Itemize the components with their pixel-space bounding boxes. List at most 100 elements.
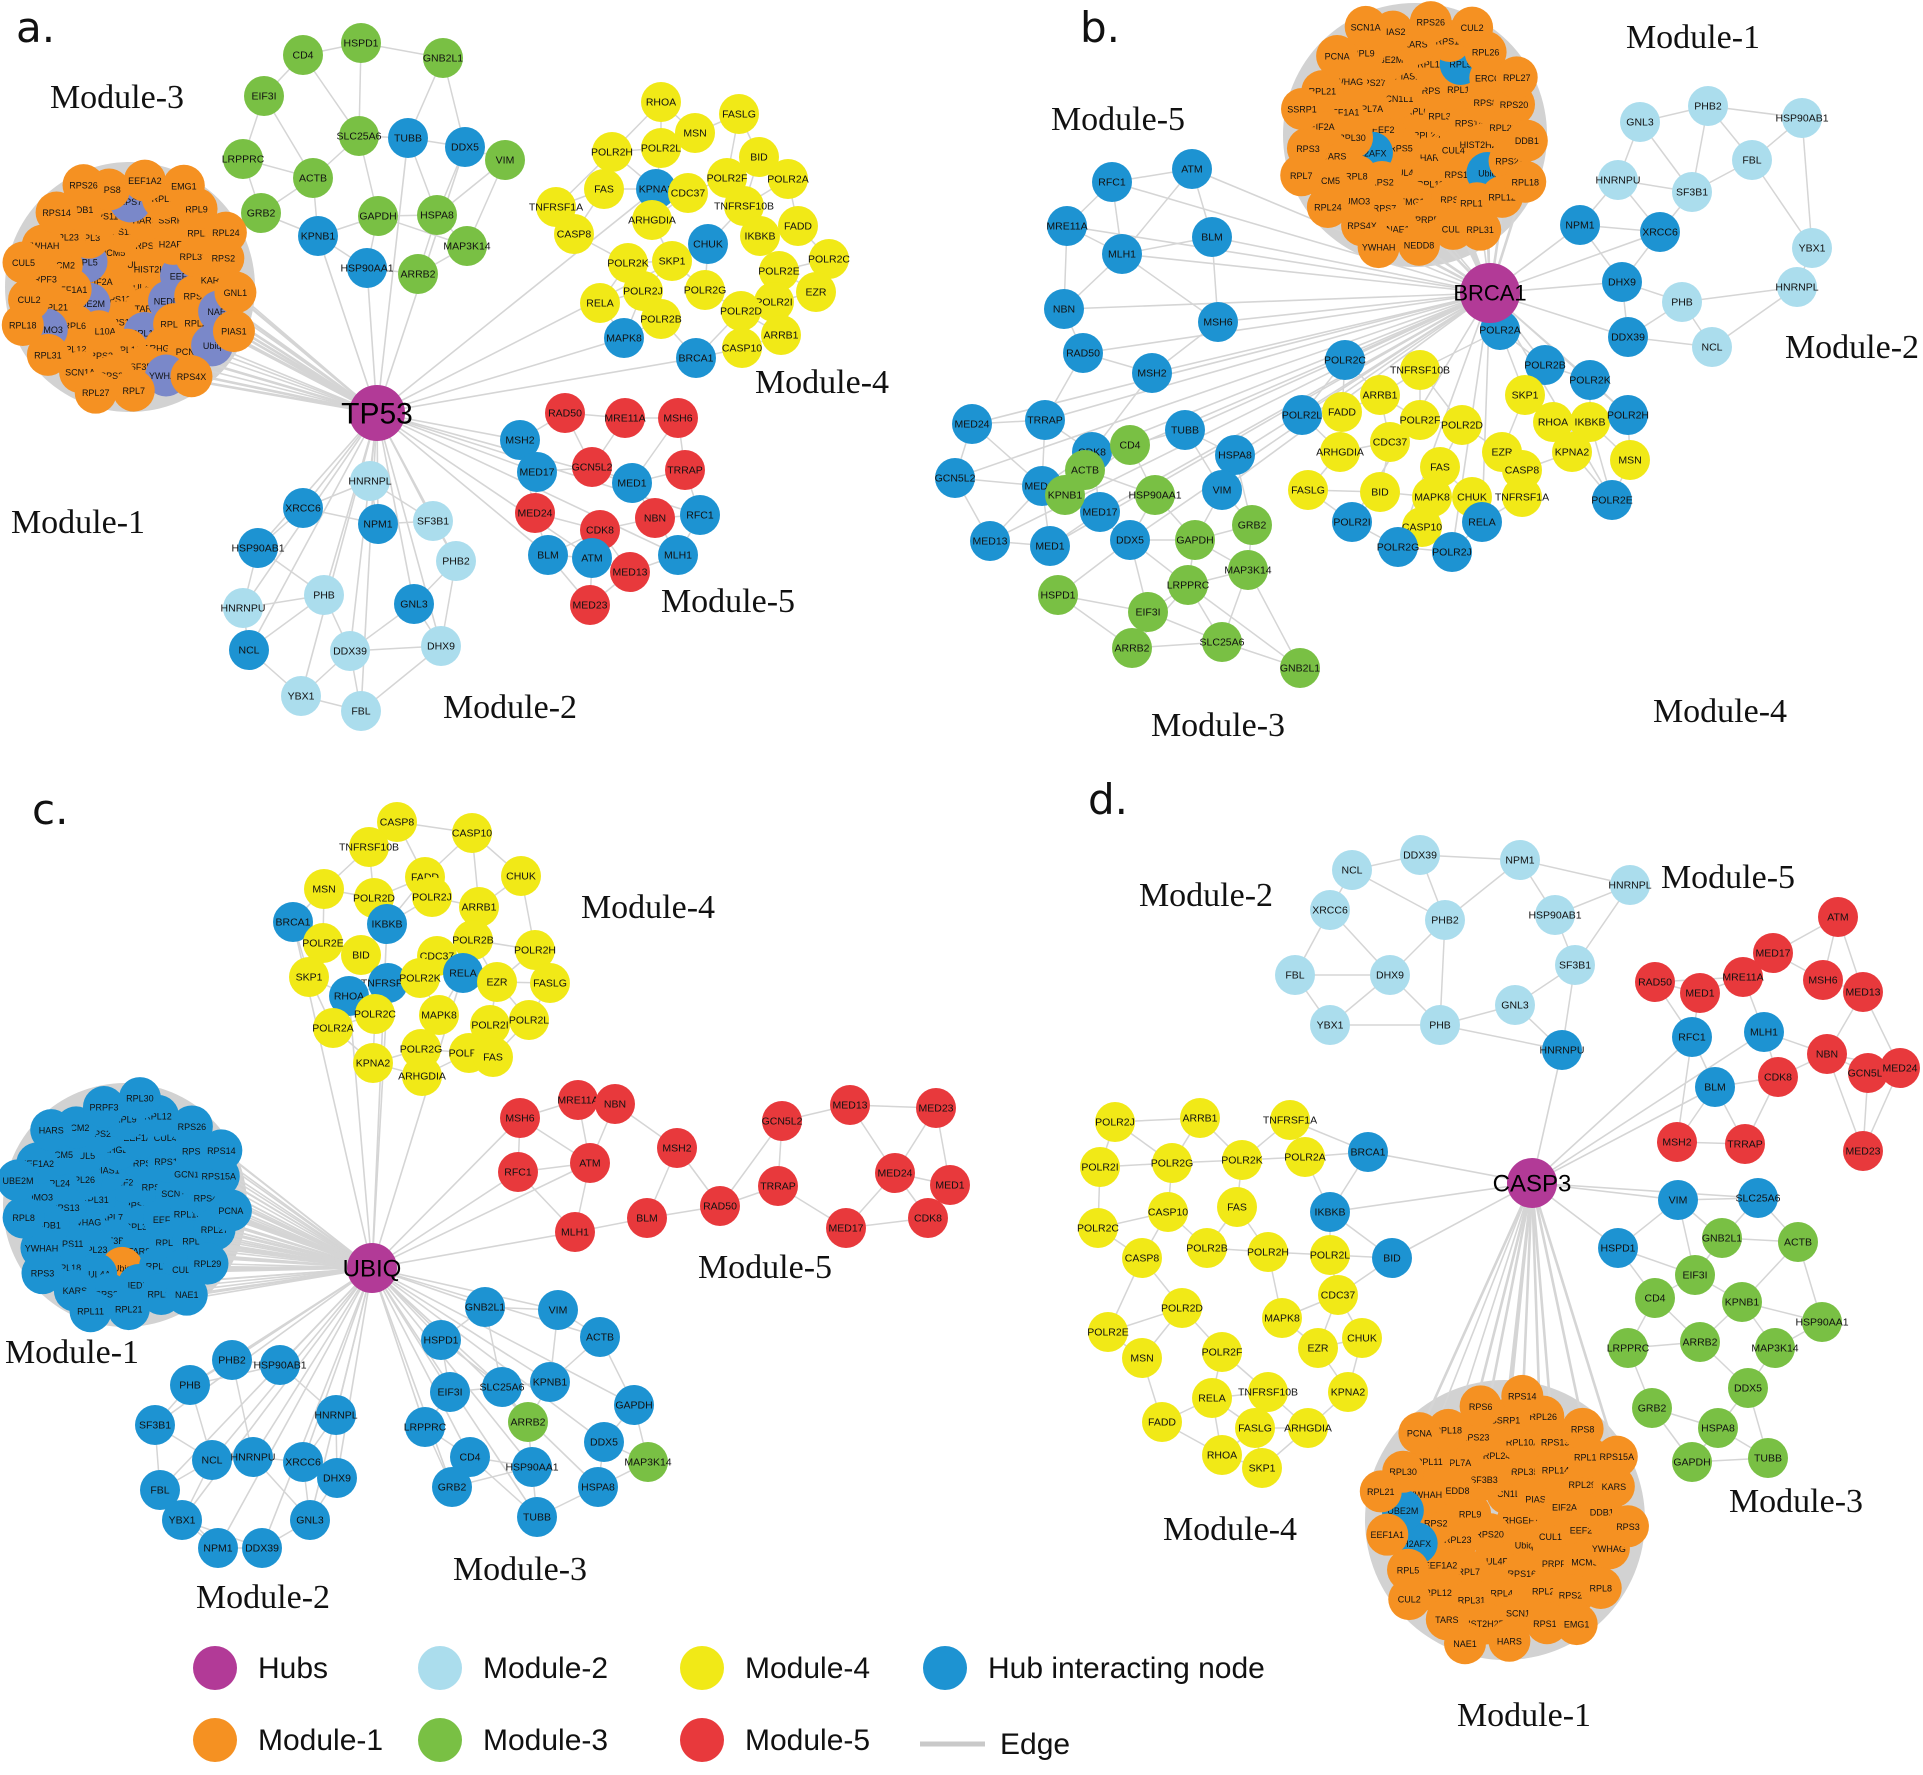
node-circle-PHB[interactable]	[1662, 282, 1702, 322]
node-circle-POLR2K[interactable]	[400, 958, 440, 998]
node-RPL27[interactable]: RPL27	[1495, 56, 1538, 99]
node-circle-CASP10[interactable]	[1148, 1192, 1188, 1232]
node-circle-ARRB1[interactable]	[1180, 1098, 1220, 1138]
node-circle-PHB2[interactable]	[1425, 900, 1465, 940]
node-POLR2L[interactable]: POLR2L	[641, 128, 681, 168]
node-SKP1[interactable]: SKP1	[289, 957, 329, 997]
node-CHUK[interactable]: CHUK	[688, 224, 728, 264]
node-GNL3[interactable]: GNL3	[394, 584, 434, 624]
node-circle-POLR2A[interactable]	[313, 1008, 353, 1048]
node-circle-POLR2I[interactable]	[754, 282, 794, 322]
node-circle-DDX39[interactable]	[330, 631, 370, 671]
node-circle-LRPPRC[interactable]	[405, 1407, 445, 1447]
node-circle-ARRB2[interactable]	[1112, 628, 1152, 668]
node-circle-DHX9[interactable]	[1370, 955, 1410, 995]
node-circle-RPS3[interactable]	[21, 1252, 64, 1295]
node-SF3B1[interactable]: SF3B1	[1672, 172, 1712, 212]
node-circle-RHOA[interactable]	[641, 82, 681, 122]
node-circle-ARHGDIA[interactable]	[402, 1056, 442, 1096]
node-EIF3I[interactable]: EIF3I	[430, 1372, 470, 1412]
node-circle-TNFRSF10B[interactable]	[349, 827, 389, 867]
node-DDX5[interactable]: DDX5	[445, 127, 485, 167]
node-HNRNPU[interactable]: HNRNPU	[221, 588, 266, 628]
node-circle-EEF1A1[interactable]	[1366, 1513, 1409, 1556]
node-GCN5L2[interactable]: GCN5L2	[572, 447, 613, 487]
node-VIM[interactable]: VIM	[538, 1290, 578, 1330]
node-circle-POLR2L[interactable]	[1282, 395, 1322, 435]
node-circle-DDX39[interactable]	[1608, 317, 1648, 357]
node-circle-DHX9[interactable]	[317, 1458, 357, 1498]
node-CUL5[interactable]: CUL5	[2, 241, 45, 284]
node-POLR2C[interactable]: POLR2C	[1077, 1208, 1119, 1248]
node-CHUK[interactable]: CHUK	[501, 856, 541, 896]
node-MLH1[interactable]: MLH1	[1102, 234, 1142, 274]
node-circle-HSPD1[interactable]	[341, 23, 381, 63]
node-circle-MSN[interactable]	[1122, 1338, 1162, 1378]
node-EZR[interactable]: EZR	[796, 272, 836, 312]
node-TRRAP[interactable]: TRRAP	[1025, 400, 1065, 440]
node-circle-RPL18[interactable]	[1, 303, 44, 346]
node-YBX1[interactable]: YBX1	[1792, 228, 1832, 268]
node-circle-HSPA8[interactable]	[578, 1467, 618, 1507]
node-circle-SLC25A6[interactable]	[339, 116, 379, 156]
node-circle-MLH1[interactable]	[1744, 1012, 1784, 1052]
node-circle-XRCC6[interactable]	[283, 488, 323, 528]
node-HNRNPU[interactable]: HNRNPU	[1540, 1030, 1585, 1070]
node-circle-ARHGDIA[interactable]	[1320, 432, 1360, 472]
node-circle-POLR2J[interactable]	[1432, 532, 1472, 572]
node-circle-VIM[interactable]	[485, 140, 525, 180]
node-circle-XRCC6[interactable]	[1310, 890, 1350, 930]
node-CHUK[interactable]: CHUK	[1342, 1318, 1382, 1358]
node-circle-ARRB2[interactable]	[1680, 1322, 1720, 1362]
node-circle-IKBKB[interactable]	[1310, 1192, 1350, 1232]
node-MAP3K14[interactable]: MAP3K14	[443, 226, 491, 266]
node-circle-SF3B1[interactable]	[1672, 172, 1712, 212]
node-circle-HNRNPL[interactable]	[1777, 267, 1817, 307]
node-circle-HSP90AA1[interactable]	[347, 248, 387, 288]
node-SCN1A[interactable]: SCN1A	[1344, 5, 1387, 48]
hub-node-UBIQ[interactable]: UBIQ	[343, 1243, 402, 1293]
node-PHB2[interactable]: PHB2	[436, 541, 476, 581]
node-circle-ATM[interactable]	[570, 1143, 610, 1183]
hub-circle-BRCA1[interactable]	[1460, 263, 1520, 323]
node-KPNA2[interactable]: KPNA2	[1328, 1372, 1368, 1412]
node-circle-MLH1[interactable]	[555, 1212, 595, 1252]
node-RAD50[interactable]: RAD50	[700, 1186, 740, 1226]
node-circle-GCN5L2[interactable]	[1848, 1053, 1888, 1093]
node-MED13[interactable]: MED13	[830, 1085, 870, 1125]
node-MRE11A[interactable]: MRE11A	[604, 398, 646, 438]
node-circle-RFC1[interactable]	[1672, 1017, 1712, 1057]
node-circle-MRE11A[interactable]	[1723, 957, 1763, 997]
node-circle-POLR2I[interactable]	[1332, 502, 1372, 542]
node-circle-BID[interactable]	[739, 137, 779, 177]
node-circle-FAS[interactable]	[1420, 447, 1460, 487]
node-circle-NPM1[interactable]	[198, 1528, 238, 1568]
node-circle-HSPA8[interactable]	[1698, 1408, 1738, 1448]
node-RFC1[interactable]: RFC1	[680, 495, 720, 535]
node-circle-UBE2M[interactable]	[0, 1159, 39, 1202]
node-POLR2G[interactable]: POLR2G	[1151, 1143, 1194, 1183]
node-RELA[interactable]: RELA	[443, 953, 483, 993]
node-circle-RPS26[interactable]	[170, 1105, 213, 1148]
node-circle-FAS[interactable]	[584, 169, 624, 209]
node-circle-MED24[interactable]	[515, 493, 555, 533]
node-circle-NPM1[interactable]	[358, 504, 398, 544]
node-GRB2[interactable]: GRB2	[1232, 505, 1272, 545]
node-IKBKB[interactable]: IKBKB	[367, 904, 407, 944]
node-GNB2L1[interactable]: GNB2L1	[465, 1287, 505, 1327]
node-HSP90AB1[interactable]: HSP90AB1	[1775, 98, 1829, 138]
node-circle-TRRAP[interactable]	[1725, 1124, 1765, 1164]
node-circle-RHOA[interactable]	[1202, 1435, 1242, 1475]
node-circle-CUL2[interactable]	[1451, 6, 1494, 49]
node-circle-POLR2F[interactable]	[1202, 1332, 1242, 1372]
node-circle-SKP1[interactable]	[289, 957, 329, 997]
hub-circle-CASP3[interactable]	[1507, 1158, 1557, 1208]
node-circle-DDX39[interactable]	[242, 1528, 282, 1568]
node-circle-EIF3I[interactable]	[1128, 592, 1168, 632]
node-CDC37[interactable]: CDC37	[1318, 1275, 1358, 1315]
node-circle-HNRNPL[interactable]	[316, 1395, 356, 1435]
node-circle-RPL31[interactable]	[1459, 208, 1502, 251]
node-circle-POLR2H[interactable]	[1248, 1232, 1288, 1272]
node-CDK8[interactable]: CDK8	[908, 1198, 948, 1238]
node-circle-FBL[interactable]	[1732, 140, 1772, 180]
